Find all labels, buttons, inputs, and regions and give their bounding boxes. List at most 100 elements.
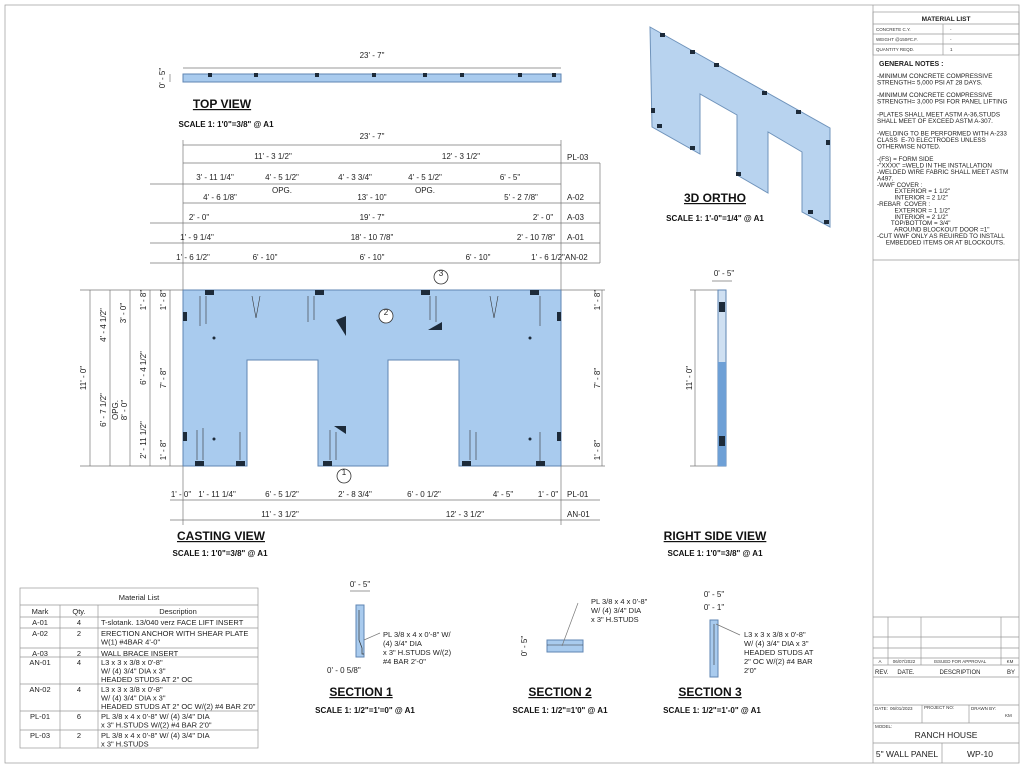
section-2-title: SECTION 2 — [528, 685, 592, 699]
dim-text: 6' - 10" — [253, 253, 278, 262]
dim-text: 3' - 11 1/4" — [196, 173, 234, 182]
dim-text: 19' - 7" — [360, 213, 385, 222]
section-3-note: L3 x 3 x 3/8 x 0'-8" W/ (4) 3/4" DIA x 3… — [744, 630, 815, 675]
side-thickness: 0' - 5" — [714, 269, 735, 278]
date-value: 06/01/2023 — [890, 706, 913, 711]
ortho-view-title: 3D ORTHO — [684, 191, 746, 205]
section-1-scale: SCALE 1: 1/2"=1'=0" @ A1 — [315, 706, 415, 715]
dim-overall-width: 23' - 7" — [360, 132, 385, 141]
dim-text: 2' - 11 1/2" — [139, 421, 148, 459]
section-1-note: PL 3/8 x 4 x 0'-8" W/ (4) 3/4" DIA x 3" … — [383, 630, 453, 666]
ml-value: - — [950, 37, 952, 42]
mark-label: PL-03 — [567, 153, 589, 162]
mark-label: A-02 — [567, 193, 584, 202]
svg-text:1: 1 — [342, 468, 347, 477]
mark-cell: AN-02 — [29, 685, 50, 694]
dim-text: 1' - 8" — [139, 290, 148, 311]
ml-value: - — [950, 27, 952, 32]
title-block: MATERIAL LIST CONCRETE C.Y. - WEIGHT @15… — [872, 5, 1020, 763]
section-2: 0' - 5" PL 3/8 x 4 x 0'-8" W/ (4) 3/4" D… — [512, 597, 649, 715]
table-row: A-01 4 T-slotank. 13/040 verz FACE LIFT IN… — [32, 618, 244, 627]
mark-label: PL-01 — [567, 490, 589, 499]
ml-value: 1 — [950, 47, 953, 52]
embedded-items — [183, 290, 561, 466]
dim-text: 11' - 3 1/2" — [261, 510, 299, 519]
description-cell: W(1) #4BAR 4'-0" — [101, 638, 160, 647]
dim-text: 1' - 8" — [159, 440, 168, 461]
dim-text: 1' - 8" — [593, 290, 602, 311]
dim-text: 6' - 10" — [360, 253, 385, 262]
table-row: A-02 2 ERECTION ANCHOR WITH SHEAR PLATEW(1… — [32, 629, 248, 647]
dim-text: 4' - 4 1/2" — [99, 308, 108, 342]
section-3-scale: SCALE 1: 1/2"=1'-0" @ A1 — [663, 706, 761, 715]
general-notes: -MINIMUM CONCRETE COMPRESSIVE STRENGTH= 5… — [877, 73, 1008, 246]
side-height: 11' - 0" — [685, 366, 694, 390]
qty-cell: 6 — [77, 712, 81, 721]
ml-label: WEIGHT @150#C.F. — [876, 37, 918, 42]
opening-label: OPG. — [272, 186, 292, 195]
qty-cell: 2 — [77, 629, 81, 638]
section-marker-3[interactable]: 3 — [433, 269, 449, 285]
column-header: Mark — [32, 607, 49, 616]
material-list-table: Material List Mark Qty. Description A-01… — [19, 587, 259, 749]
dim-text: 4' - 5 1/2" — [408, 173, 442, 182]
rev-header: DATE. — [897, 670, 915, 676]
dim-text: 4' - 5" — [493, 490, 514, 499]
rev-header: BY — [1007, 670, 1015, 676]
sheet-border — [4, 4, 1020, 764]
column-header: Description — [159, 607, 197, 616]
svg-text:2: 2 — [384, 308, 389, 317]
description-cell: PL 3/8 x 4 x 0'-8" W/ (4) 3/4" DIA — [101, 731, 210, 740]
top-view: 23' - 7" 0' - 5" TOP VIEW SCALE 1: 1'0"=… — [158, 51, 562, 129]
project-no-label: PROJECT NO: — [924, 705, 954, 710]
mark-cell: AN-01 — [29, 658, 50, 667]
dim-text: 6' - 10" — [466, 253, 491, 262]
right-side-view: 0' - 5" 11' - 0" RIGHT SIDE VIEW SCALE 1… — [664, 269, 767, 558]
dim-text: 12' - 3 1/2" — [446, 510, 484, 519]
dim-text: 1' - 8" — [159, 290, 168, 311]
material-list-title: MATERIAL LIST — [922, 16, 971, 23]
dim-text: 2' - 10 7/8" — [517, 233, 555, 242]
dim-text: 0' - 5" — [350, 580, 371, 589]
mark-label: A-03 — [567, 213, 584, 222]
right-side-view-title: RIGHT SIDE VIEW — [664, 529, 767, 543]
right-side-view-scale: SCALE 1: 1'0"=3/8" @ A1 — [667, 549, 763, 558]
ortho-panel — [649, 26, 831, 228]
section-marker-1[interactable]: 1 — [336, 468, 352, 484]
dim-text: 8' - 0" — [120, 400, 129, 421]
dim-text: 1' - 6 1/2" — [531, 253, 565, 262]
sheet-title: 5" WALL PANEL — [876, 749, 938, 759]
description-cell: W/ (4) 3/4" DIA x 3" — [101, 667, 166, 676]
model-label: MODEL: — [875, 724, 892, 729]
dim-text: 2' - 0" — [189, 213, 210, 222]
revision-id: A — [878, 659, 881, 664]
dim-text: 4' - 6 1/8" — [203, 193, 237, 202]
dim-text: 0' - 1" — [704, 603, 725, 612]
opening-label: OPG. — [415, 186, 435, 195]
dim-text: 1' - 9 1/4" — [180, 233, 214, 242]
description-cell: L3 x 3 x 3/8 x 0'-8" — [101, 658, 163, 667]
ml-label: QUANTITY REQD. — [876, 47, 914, 52]
revision-description: ISSUED FOR APPROVAL — [934, 659, 987, 664]
qty-cell: 4 — [77, 685, 81, 694]
dim-text: 6' - 0 1/2" — [407, 490, 441, 499]
section-2-note: PL 3/8 x 4 x 0'-8" W/ (4) 3/4" DIA x 3" … — [591, 597, 649, 624]
drawn-by-value: KM — [1005, 713, 1012, 718]
dim-text: 18' - 10 7/8" — [351, 233, 394, 242]
top-view-length: 23' - 7" — [360, 51, 385, 60]
svg-text:3: 3 — [439, 269, 444, 278]
casting-view-scale: SCALE 1: 1'0"=3/8" @ A1 — [172, 549, 268, 558]
table-row: A-03 2 WALL BRACE INSERT — [32, 649, 179, 658]
description-cell: T-slotank. 13/040 verz FACE LIFT INSERT — [101, 618, 244, 627]
revision-by: KM — [1007, 659, 1014, 664]
dim-overall-height: 11' - 0" — [79, 366, 88, 390]
model-name: RANCH HOUSE — [915, 730, 978, 740]
table-row: AN-02 4 L3 x 3 x 3/8 x 0'-8"W/ (4) 3/4" DI… — [29, 685, 255, 711]
dim-text: 4' - 3 3/4" — [338, 173, 372, 182]
section-3-title: SECTION 3 — [678, 685, 742, 699]
section-marker-2[interactable]: 2 — [378, 308, 394, 324]
qty-cell: 4 — [77, 658, 81, 667]
rev-header: DESCRIPTION — [939, 670, 980, 676]
description-cell: WALL BRACE INSERT — [101, 649, 179, 658]
